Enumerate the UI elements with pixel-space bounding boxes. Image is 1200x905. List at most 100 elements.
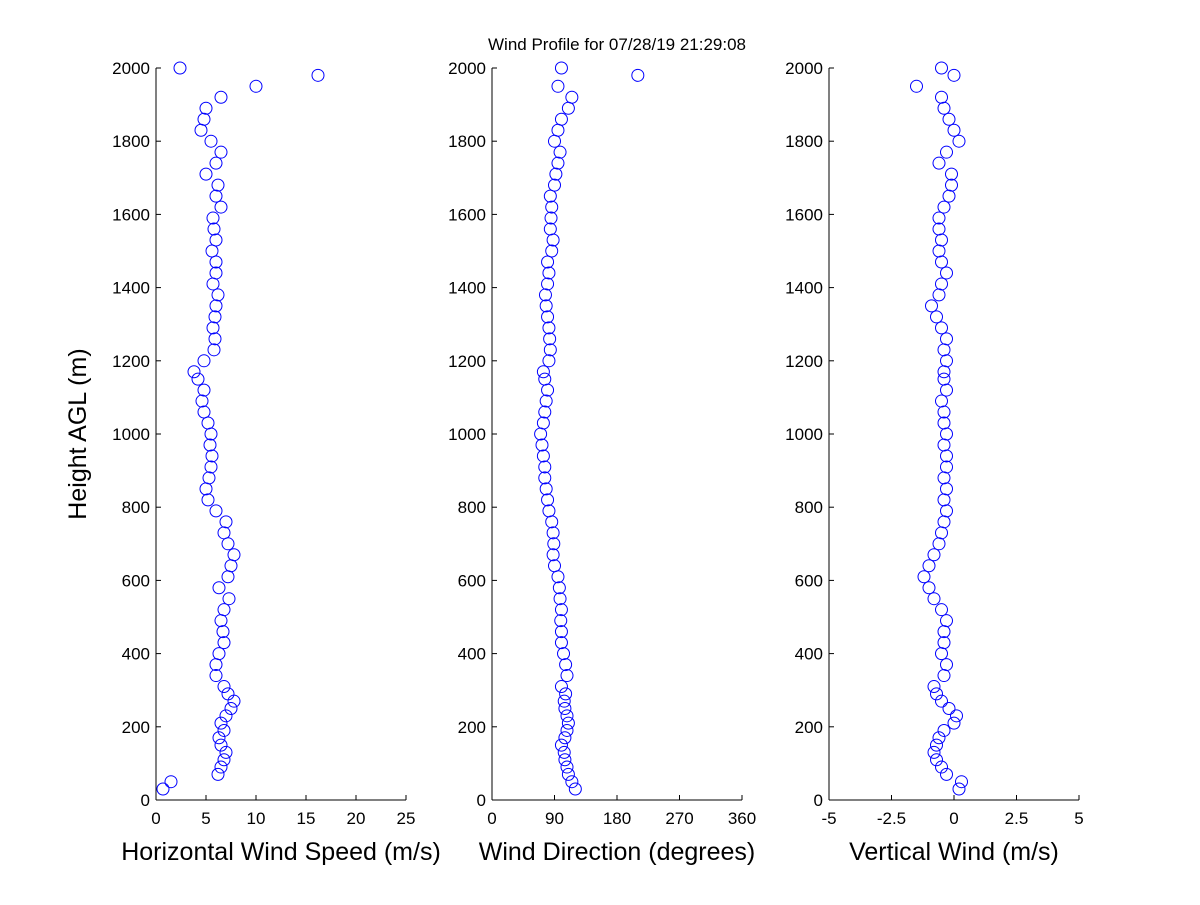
point bbox=[932, 211, 946, 225]
point bbox=[543, 189, 557, 203]
y-tick-label: 2000 bbox=[785, 59, 823, 78]
point bbox=[932, 156, 946, 170]
x-tick-label: 10 bbox=[247, 809, 266, 828]
point bbox=[548, 559, 561, 573]
point bbox=[217, 603, 231, 617]
point bbox=[536, 416, 550, 430]
y-tick-label: 200 bbox=[795, 718, 823, 737]
point bbox=[937, 723, 951, 737]
point bbox=[203, 438, 217, 452]
point bbox=[156, 782, 170, 796]
point bbox=[541, 255, 555, 269]
point bbox=[187, 365, 201, 379]
point bbox=[553, 592, 567, 606]
point bbox=[932, 222, 946, 236]
point bbox=[551, 79, 565, 93]
point bbox=[546, 233, 560, 247]
x-tick-label: 5 bbox=[201, 809, 210, 828]
point bbox=[554, 603, 568, 617]
point bbox=[164, 775, 178, 789]
point bbox=[937, 200, 951, 214]
y-tick-label: 2000 bbox=[448, 59, 486, 78]
point bbox=[209, 255, 223, 269]
x-tick-label: 0 bbox=[151, 809, 160, 828]
point bbox=[199, 101, 213, 115]
point bbox=[217, 753, 231, 767]
point bbox=[917, 570, 931, 584]
point bbox=[212, 647, 226, 661]
point bbox=[212, 731, 226, 745]
point bbox=[554, 680, 568, 694]
point bbox=[554, 112, 568, 126]
point bbox=[568, 782, 582, 796]
point bbox=[940, 614, 953, 628]
point bbox=[545, 200, 559, 214]
point bbox=[535, 438, 549, 452]
x-tick-label: 0 bbox=[949, 809, 958, 828]
point bbox=[935, 233, 948, 247]
point bbox=[557, 647, 571, 661]
point bbox=[557, 745, 571, 759]
point bbox=[937, 101, 951, 115]
point bbox=[548, 178, 561, 192]
point bbox=[539, 482, 553, 496]
y-tick-label: 800 bbox=[458, 498, 486, 517]
point bbox=[542, 321, 556, 335]
point bbox=[554, 614, 568, 628]
x-tick-label: 15 bbox=[297, 809, 316, 828]
point bbox=[545, 515, 559, 529]
point bbox=[551, 123, 565, 137]
point bbox=[541, 310, 555, 324]
point bbox=[927, 745, 941, 759]
y-tick-label: 800 bbox=[795, 498, 823, 517]
point bbox=[209, 658, 223, 672]
point bbox=[561, 101, 575, 115]
x-axis-label: Horizontal Wind Speed (m/s) bbox=[121, 838, 441, 866]
point bbox=[208, 332, 222, 346]
y-tick-label: 2000 bbox=[112, 59, 150, 78]
point bbox=[217, 680, 231, 694]
point bbox=[542, 354, 556, 368]
point bbox=[930, 738, 943, 752]
point bbox=[209, 189, 223, 203]
y-tick-label: 1400 bbox=[785, 279, 823, 298]
y-tick-label: 1000 bbox=[448, 425, 486, 444]
x-tick-label: 90 bbox=[545, 809, 564, 828]
y-tick-label: 600 bbox=[458, 571, 486, 590]
x-tick-label: 180 bbox=[603, 809, 631, 828]
point bbox=[214, 614, 228, 628]
point bbox=[549, 167, 563, 181]
point bbox=[538, 460, 552, 474]
y-tick-label: 1200 bbox=[112, 352, 150, 371]
point bbox=[545, 244, 559, 258]
point bbox=[219, 709, 233, 723]
point bbox=[551, 156, 565, 170]
point bbox=[217, 636, 231, 650]
point bbox=[209, 504, 223, 518]
point bbox=[935, 394, 948, 408]
point bbox=[199, 482, 213, 496]
point bbox=[201, 416, 215, 430]
point bbox=[927, 592, 941, 606]
point bbox=[538, 471, 552, 485]
point bbox=[199, 167, 213, 181]
point bbox=[935, 694, 948, 708]
point bbox=[207, 343, 221, 357]
point bbox=[935, 90, 948, 104]
point bbox=[209, 669, 223, 683]
point bbox=[547, 537, 561, 551]
chart-title: Wind Profile for 07/28/19 21:29:08 bbox=[488, 35, 746, 54]
y-tick-label: 1000 bbox=[112, 425, 150, 444]
y-tick-label: 1800 bbox=[785, 132, 823, 151]
point bbox=[952, 134, 966, 148]
y-tick-label: 400 bbox=[795, 645, 823, 664]
point bbox=[217, 723, 231, 737]
point bbox=[940, 427, 953, 441]
point bbox=[950, 709, 963, 723]
y-tick-label: 600 bbox=[795, 571, 823, 590]
point bbox=[558, 702, 572, 715]
y-tick-label: 400 bbox=[458, 645, 486, 664]
point bbox=[940, 354, 953, 368]
point bbox=[197, 112, 211, 126]
